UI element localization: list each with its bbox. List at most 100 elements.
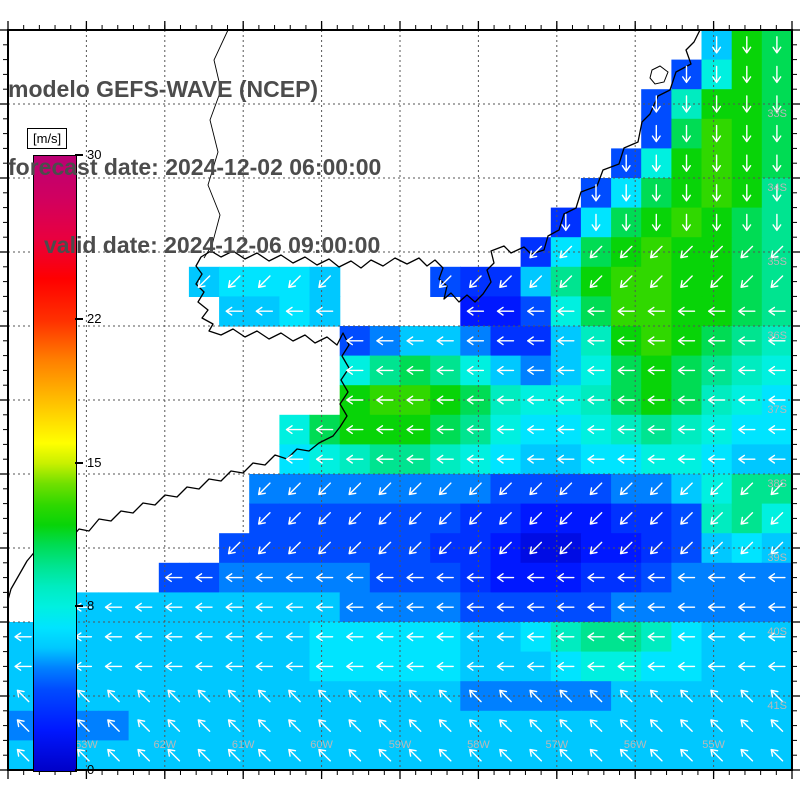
longitude-label: 55W — [702, 739, 725, 751]
wind-arrow — [466, 365, 485, 375]
wind-arrow — [378, 689, 392, 703]
wind-arrow — [378, 541, 392, 555]
wind-arrow — [406, 365, 424, 375]
wind-arrow — [742, 124, 752, 143]
wind-arrow — [742, 36, 752, 54]
colorbar-tick-label: 0 — [87, 762, 95, 777]
wind-arrow — [255, 573, 273, 583]
wind-arrow — [225, 632, 243, 642]
wind-arrow — [436, 425, 454, 435]
wind-arrow — [587, 365, 605, 375]
wind-arrow — [527, 602, 545, 612]
wind-arrow — [591, 213, 601, 232]
wind-arrow — [768, 306, 786, 316]
wind-arrow — [738, 661, 756, 671]
wind-arrow — [557, 425, 575, 435]
wind-arrow — [647, 365, 665, 375]
wind-arrow — [768, 425, 786, 435]
wind-arrow — [707, 306, 726, 316]
wind-arrow — [496, 602, 515, 612]
wind-arrow — [707, 661, 726, 671]
wind-arrows-layer — [14, 36, 786, 762]
colorbar-tick — [75, 154, 83, 156]
wind-arrow — [768, 632, 786, 642]
wind-arrow — [680, 512, 693, 525]
wind-arrow — [257, 482, 271, 496]
wind-arrow — [772, 65, 782, 84]
wind-arrow — [16, 689, 30, 703]
wind-arrow — [496, 365, 515, 375]
wind-arrow — [621, 213, 631, 232]
wind-arrow — [617, 336, 635, 346]
longitude-label: 56W — [624, 739, 647, 751]
wind-arrow — [770, 689, 784, 703]
wind-arrow — [378, 748, 392, 762]
wind-arrow — [647, 336, 665, 346]
wind-arrow — [376, 336, 394, 346]
forecast-date: forecast date: 2024-12-02 06:00:00 — [8, 154, 382, 180]
wind-arrow — [527, 395, 545, 405]
wind-arrow — [436, 573, 454, 583]
wind-arrow — [619, 748, 633, 762]
wind-arrow — [738, 425, 756, 435]
wind-arrow — [647, 573, 665, 583]
wind-arrow — [197, 275, 211, 288]
wind-arrow — [651, 154, 661, 172]
wind-arrow — [710, 541, 723, 555]
wind-arrow — [469, 541, 482, 555]
wind-arrow — [348, 512, 362, 525]
wind-arrow — [649, 482, 663, 496]
wind-arrow — [376, 454, 394, 464]
wind-arrow — [438, 541, 452, 555]
wind-arrow — [499, 748, 512, 762]
wind-arrow — [649, 245, 663, 259]
wind-arrow — [438, 719, 452, 732]
wind-arrow — [677, 306, 696, 316]
wind-arrow — [406, 454, 424, 464]
wind-arrow — [619, 689, 633, 703]
wind-arrow — [438, 748, 452, 762]
wind-arrow — [557, 454, 575, 464]
wind-arrow — [496, 425, 515, 435]
colorbar-tick-label: 30 — [87, 147, 102, 162]
wind-arrow — [740, 275, 754, 288]
wind-arrow — [496, 306, 515, 316]
wind-arrow — [318, 748, 331, 762]
wind-arrow — [587, 632, 605, 642]
wind-arrow — [378, 719, 392, 732]
wind-arrow — [348, 719, 362, 732]
wind-arrow — [677, 365, 696, 375]
wind-arrow — [436, 454, 454, 464]
wind-arrow — [197, 748, 211, 762]
title-block: modelo GEFS-WAVE (NCEP) forecast date: 2… — [8, 24, 381, 310]
wind-arrow — [770, 482, 784, 496]
wind-arrow — [285, 573, 304, 583]
wind-arrow — [348, 748, 362, 762]
wind-arrow — [408, 541, 422, 555]
wind-arrow — [225, 306, 243, 316]
wind-arrow — [438, 482, 452, 496]
wind-arrow — [408, 748, 422, 762]
wind-arrow — [707, 365, 726, 375]
wind-arrow — [707, 454, 726, 464]
island-outline — [649, 65, 669, 85]
wind-arrow — [499, 512, 512, 525]
wind-arrow — [740, 482, 754, 496]
wind-arrow — [436, 336, 454, 346]
wind-arrow — [768, 573, 786, 583]
wind-arrow — [346, 425, 364, 435]
wind-arrow — [288, 748, 301, 762]
wind-arrow — [288, 541, 301, 555]
wind-arrow — [557, 632, 575, 642]
wind-arrow — [346, 632, 364, 642]
wind-arrow — [587, 306, 605, 316]
wind-arrow — [770, 748, 784, 762]
wind-arrow — [406, 573, 424, 583]
wind-arrow — [738, 573, 756, 583]
wind-arrow — [527, 306, 545, 316]
wind-arrow — [647, 602, 665, 612]
wind-arrow — [436, 365, 454, 375]
wind-arrow — [436, 632, 454, 642]
wind-arrow — [255, 306, 273, 316]
wind-arrow — [496, 454, 515, 464]
